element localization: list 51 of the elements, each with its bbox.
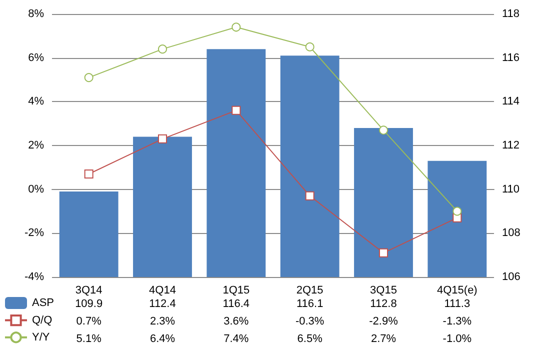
data-label: 6.5% [297,333,323,345]
y2-tick-label: 108 [502,227,520,240]
y2-tick-label: 118 [502,8,520,20]
x-tick-label: 4Q15(e) [436,284,478,296]
point [84,73,94,82]
point [232,106,241,115]
point [305,42,314,52]
data-label: -1.3% [442,316,472,328]
data-label: -1.0% [442,333,472,345]
y-tick-label: -4% [24,271,44,283]
data-label: 116.4 [222,298,250,310]
x-tick-label: 1Q15 [222,284,250,296]
point [158,44,167,54]
data-label: 3.6% [224,316,249,328]
x-tick-label: 3Q14 [75,284,102,296]
data-label: 6.4% [150,333,176,345]
point [305,191,314,200]
y-tick-label: 2% [28,140,44,152]
point [232,22,241,32]
y-tick-label: 8% [28,8,44,20]
y-tick-label: 0% [28,183,44,196]
y2-tick-label: 114 [502,96,520,108]
data-label: 111.3 [444,298,470,310]
y2-tick-label: 110 [502,183,520,196]
legend-label: ASP [32,297,54,309]
x-tick-label: 3Q15 [370,284,397,296]
y2-tick-label: 106 [502,271,520,283]
legend-label: Y/Y [32,331,50,344]
legend-label: Q/Q [32,314,53,326]
data-label: 112.8 [370,298,397,310]
data-label: -2.9% [369,316,398,328]
data-label: 7.4% [224,333,249,345]
point [379,126,388,135]
point [379,248,388,258]
data-label: 116.1 [296,298,324,310]
y2-tick-label: 112 [502,140,520,152]
data-label: 112.4 [149,298,176,310]
point [452,206,462,216]
data-label: -0.3% [295,316,324,328]
data-label: 2.3% [150,316,176,328]
data-label: 5.1% [76,333,102,345]
y-tick-label: 6% [28,52,44,64]
point [158,134,167,144]
data-label: 109.9 [75,298,103,310]
y2-tick-label: 116 [502,52,520,64]
x-tick-label: 2Q15 [296,284,324,296]
data-label: 0.7% [76,316,102,328]
y-tick-label: 4% [28,96,44,108]
x-tick-label: 4Q14 [149,284,176,296]
data-label: 2.7% [370,333,396,345]
y-tick-label: -2% [24,227,44,240]
